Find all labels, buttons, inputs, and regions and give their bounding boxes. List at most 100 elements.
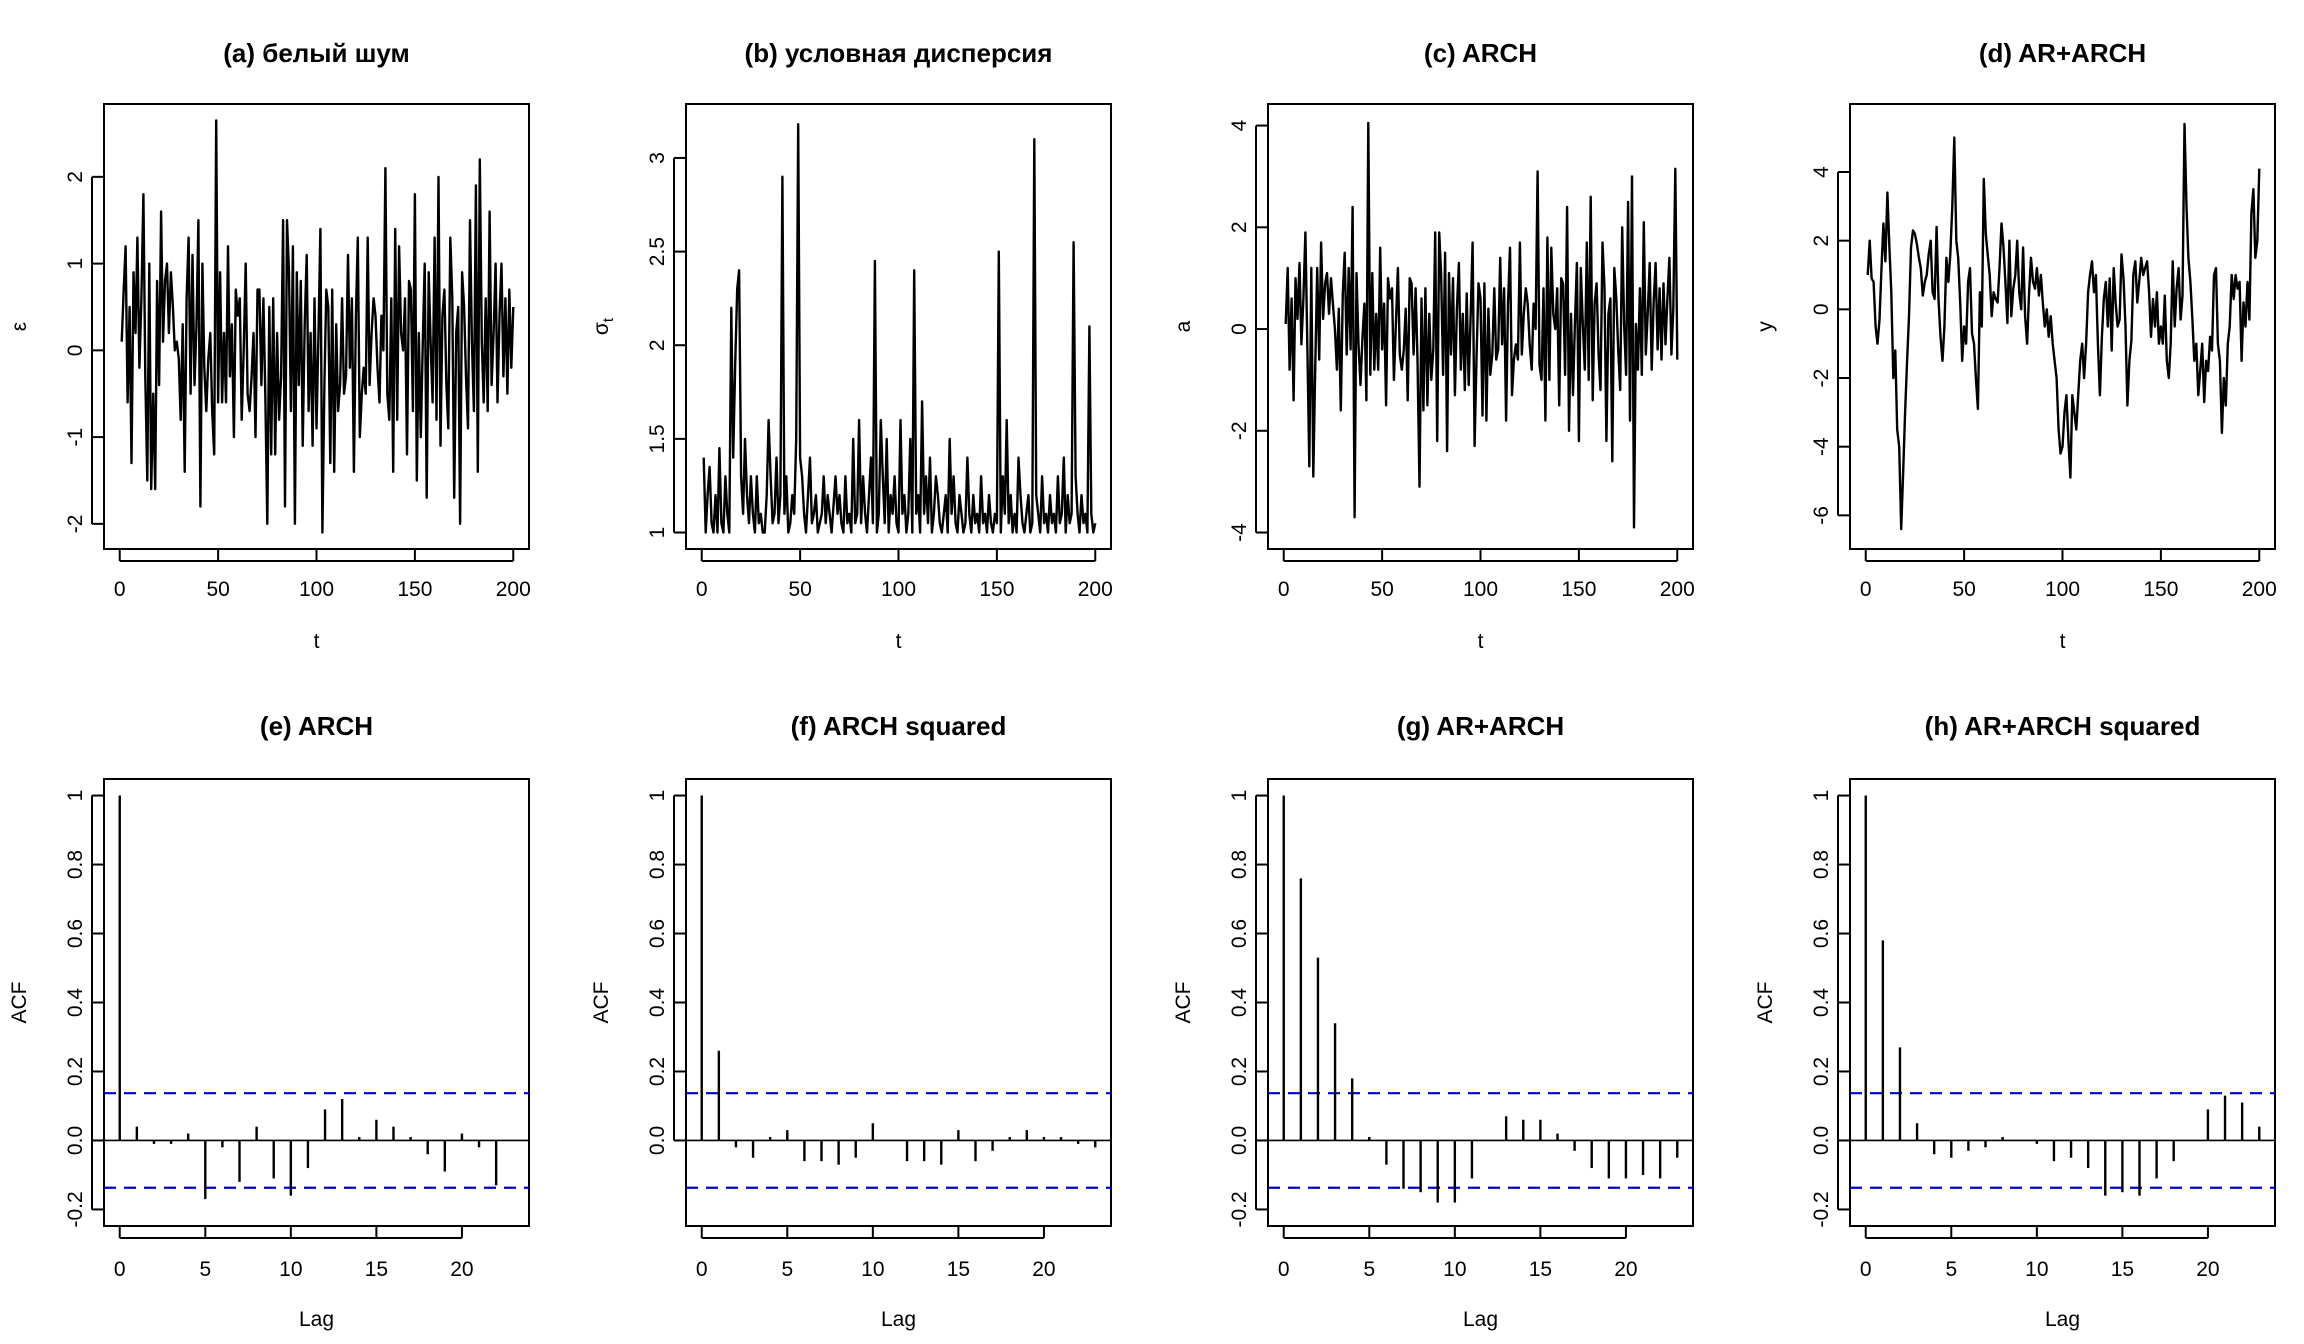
x-tick-label: 5: [1945, 1258, 1957, 1281]
x-axis-label: Lag: [2045, 1308, 2080, 1331]
x-tick-label: 0: [1278, 1258, 1290, 1281]
x-tick-label: 0: [696, 1258, 708, 1281]
x-tick-label: 15: [1529, 1258, 1552, 1281]
x-tick-label: 5: [1363, 1258, 1375, 1281]
x-tick-label: 0: [1860, 578, 1872, 601]
y-tick-label: -2: [1810, 369, 1833, 388]
y-tick-label: 0: [1810, 303, 1833, 315]
y-axis-label: a: [1172, 320, 1195, 332]
y-tick-label: 0.0: [1810, 1126, 1833, 1155]
chart-panel-4: (d) AR+ARCH 0 50 100 150 200 -6 -4 -2 0 2 4 t y: [1754, 38, 2277, 653]
y-tick-label: -2: [64, 515, 87, 534]
x-tick-label: 10: [279, 1258, 302, 1281]
y-tick-label: 0.0: [646, 1126, 669, 1155]
x-tick-label: 150: [397, 578, 432, 601]
x-tick-label: 100: [1463, 578, 1498, 601]
acf-bars: [1282, 795, 1679, 1203]
y-tick-label: -2: [1228, 421, 1251, 440]
x-axis-label: Lag: [881, 1308, 916, 1331]
y-tick-label: 1: [1810, 790, 1833, 802]
x-tick-label: 20: [2196, 1258, 2219, 1281]
y-tick-label: 0.2: [64, 1057, 87, 1086]
chart-panel-7: (g) AR+ARCH 0 5 10 15 20 -0.2 0.0 0.2 0.4 0.6 0.8 1 L…: [1172, 711, 1694, 1331]
series-line: [702, 122, 1097, 534]
y-tick-label: 0.4: [1810, 988, 1833, 1018]
y-axis: -6 -4 -2 0 2 4: [1810, 166, 1850, 525]
acf-bars: [118, 795, 498, 1200]
chart-title: (c) ARCH: [1424, 38, 1537, 68]
y-tick-label: -0.2: [1810, 1191, 1833, 1227]
x-axis-label: t: [896, 630, 902, 653]
y-tick-label: -0.2: [64, 1191, 87, 1227]
x-axis-label: t: [2060, 630, 2066, 653]
x-axis: 0 50 100 150 200: [696, 549, 1113, 601]
plot-frame: [1849, 778, 2276, 1227]
x-tick-label: 50: [788, 578, 811, 601]
chart-panel-2: (b) условная дисперсия 0 50 100 150 200 1 1.5 2 2…: [590, 38, 1113, 653]
plot-frame: [1849, 103, 2276, 550]
x-tick-label: 200: [1660, 578, 1695, 601]
y-tick-label: 0: [1228, 323, 1251, 335]
y-tick-label: 0.6: [1228, 919, 1251, 948]
plot-frame: [685, 778, 1112, 1227]
x-axis: 0 50 100 150 200: [1860, 549, 2277, 601]
x-axis: 0 5 10 15 20: [1860, 1226, 2220, 1281]
y-tick-label: 0.2: [1228, 1057, 1251, 1086]
y-tick-label: 2: [646, 339, 669, 351]
y-axis: -0.2 0.0 0.2 0.4 0.6 0.8 1: [64, 790, 104, 1228]
x-tick-label: 100: [881, 578, 916, 601]
y-axis-label: σt: [590, 317, 617, 335]
y-tick-label: 1: [1228, 790, 1251, 802]
y-tick-label: 0.6: [1810, 919, 1833, 948]
y-tick-label: 1: [646, 527, 669, 539]
x-tick-label: 5: [781, 1258, 793, 1281]
x-tick-label: 15: [947, 1258, 970, 1281]
y-tick-label: 0: [64, 345, 87, 357]
chart-panel-6: (f) ARCH squared 0 5 10 15 20 0.0 0.2 0.4 0.6 0.8 1…: [590, 711, 1112, 1331]
chart-title: (e) ARCH: [260, 711, 373, 741]
x-axis-label: t: [1478, 630, 1484, 653]
series-line: [1284, 121, 1679, 529]
chart-title: (f) ARCH squared: [791, 711, 1007, 741]
y-axis-label: y: [1754, 321, 1777, 332]
chart-title: (h) AR+ARCH squared: [1925, 711, 2201, 741]
y-tick-label: 0.2: [1810, 1057, 1833, 1086]
x-axis-label: Lag: [299, 1308, 334, 1331]
y-tick-label: -0.2: [1228, 1191, 1251, 1227]
y-axis: -2 -1 0 1 2: [64, 171, 104, 533]
chart-title: (a) белый шум: [223, 38, 409, 68]
x-tick-label: 50: [1370, 578, 1393, 601]
chart-title: (d) AR+ARCH: [1979, 38, 2146, 68]
x-tick-label: 5: [199, 1258, 211, 1281]
series-line: [1866, 122, 2261, 531]
y-axis-label: ACF: [590, 982, 613, 1024]
y-tick-label: 0.0: [1228, 1126, 1251, 1155]
x-tick-label: 20: [450, 1258, 473, 1281]
x-tick-label: 20: [1032, 1258, 1055, 1281]
chart-title: (g) AR+ARCH: [1397, 711, 1564, 741]
y-tick-label: -1: [64, 428, 87, 447]
x-tick-label: 15: [2111, 1258, 2134, 1281]
x-tick-label: 10: [2025, 1258, 2048, 1281]
x-tick-label: 200: [496, 578, 531, 601]
y-tick-label: 2.5: [646, 237, 669, 266]
plot-frame: [1267, 778, 1694, 1227]
y-tick-label: 2: [1810, 235, 1833, 247]
y-tick-label: 0.8: [646, 850, 669, 879]
x-axis: 0 5 10 15 20: [114, 1226, 474, 1281]
x-tick-label: 10: [861, 1258, 884, 1281]
x-tick-label: 50: [206, 578, 229, 601]
y-tick-label: 0.4: [64, 988, 87, 1018]
y-tick-label: 0.8: [64, 850, 87, 879]
y-tick-label: 0.4: [646, 988, 669, 1018]
x-tick-label: 100: [2045, 578, 2080, 601]
x-tick-label: 150: [979, 578, 1014, 601]
y-tick-label: 0.8: [1810, 850, 1833, 879]
acf-bars: [1864, 795, 2261, 1196]
x-axis: 0 5 10 15 20: [1278, 1226, 1638, 1281]
x-tick-label: 0: [1278, 578, 1290, 601]
plot-frame: [103, 778, 530, 1227]
x-axis: 0 50 100 150 200: [1278, 549, 1695, 601]
y-tick-label: 0.0: [64, 1126, 87, 1155]
